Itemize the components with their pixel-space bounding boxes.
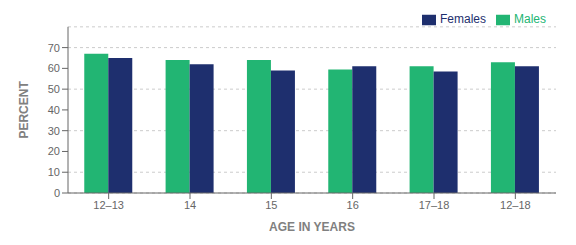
svg-text:0: 0 bbox=[54, 187, 60, 199]
svg-text:60: 60 bbox=[48, 62, 60, 74]
svg-text:40: 40 bbox=[48, 104, 60, 116]
svg-text:16: 16 bbox=[347, 199, 359, 211]
svg-text:70: 70 bbox=[48, 42, 60, 54]
html-text:Males: Males bbox=[514, 12, 546, 26]
svg-text:PERCENT: PERCENT bbox=[17, 81, 31, 139]
svg-text:10: 10 bbox=[48, 166, 60, 178]
svg-text:15: 15 bbox=[265, 199, 277, 211]
svg-text:AGE IN YEARS: AGE IN YEARS bbox=[269, 220, 355, 234]
svg-text:17–18: 17–18 bbox=[419, 199, 450, 211]
svg-text:12–18: 12–18 bbox=[500, 199, 531, 211]
svg-text:14: 14 bbox=[184, 199, 196, 211]
svg-text:20: 20 bbox=[48, 145, 60, 157]
svg-text:12–13: 12–13 bbox=[93, 199, 124, 211]
html-text:Females: Females bbox=[440, 12, 486, 26]
svg-text:50: 50 bbox=[48, 83, 60, 95]
svg-text:30: 30 bbox=[48, 125, 60, 137]
